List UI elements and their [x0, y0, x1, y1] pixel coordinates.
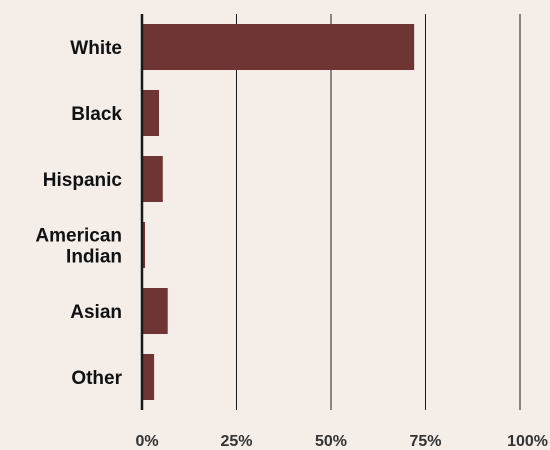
x-tick-label-100pct: 100%: [507, 433, 548, 450]
grid-lines: [236, 14, 521, 410]
bar-other: [142, 354, 155, 400]
category-label-other: Other: [71, 368, 122, 389]
category-label-white: White: [70, 38, 122, 59]
x-tick-label-0pct: 0%: [135, 433, 158, 450]
x-tick-label-50pct: 50%: [315, 433, 347, 450]
bars-group: [142, 24, 415, 400]
bar-american-indian: [142, 222, 146, 268]
category-labels: White Black Hispanic American Indian Asian Oth…: [35, 38, 122, 389]
category-label-asian: Asian: [70, 302, 122, 323]
x-tick-labels: 0% 25% 50% 75% 100%: [135, 433, 548, 450]
category-label-black: Black: [71, 104, 122, 125]
x-tick-label-75pct: 75%: [409, 433, 441, 450]
category-label-american-indian: American Indian: [35, 226, 122, 268]
bar-asian: [142, 288, 168, 334]
bar-black: [142, 90, 160, 136]
category-label-hispanic: Hispanic: [43, 170, 123, 191]
bar-hispanic: [142, 156, 163, 202]
x-tick-label-25pct: 25%: [220, 433, 252, 450]
bar-white: [142, 24, 415, 70]
